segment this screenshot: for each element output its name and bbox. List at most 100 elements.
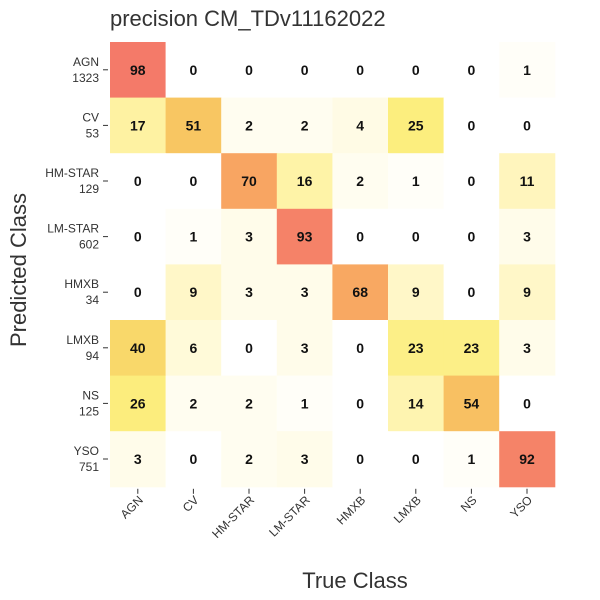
- heatmap-cell: [221, 264, 278, 321]
- cell-value-label: 11: [520, 173, 535, 189]
- heatmap-cell: [221, 97, 278, 154]
- cell-value-label: 3: [301, 284, 309, 300]
- cell-value-label: 3: [245, 284, 253, 300]
- cell-value-label: 0: [468, 173, 476, 189]
- cell-value-label: 0: [468, 284, 476, 300]
- cell-value-label: 14: [408, 395, 424, 411]
- heatmap-cell: [388, 153, 445, 210]
- cell-value-label: 0: [468, 229, 476, 245]
- y-tick-label: LM-STAR: [47, 222, 99, 236]
- y-tick-count: 1323: [72, 71, 99, 85]
- heatmap-cell: [110, 375, 167, 432]
- cell-value-label: 1: [412, 173, 420, 189]
- cell-value-label: 6: [190, 340, 198, 356]
- x-tick-label: HMXB: [334, 493, 368, 527]
- cell-value-label: 1: [468, 451, 476, 467]
- cell-value-label: 51: [186, 117, 202, 133]
- heatmap-cell: [499, 208, 556, 265]
- heatmap-cell: [332, 153, 389, 210]
- heatmap-cell: [443, 375, 500, 432]
- cell-value-label: 1: [190, 229, 198, 245]
- cell-value-label: 0: [245, 340, 253, 356]
- cell-value-label: 0: [412, 62, 420, 78]
- cell-value-label: 2: [190, 395, 198, 411]
- heatmap-cell: [499, 153, 556, 210]
- heatmap-cell: [110, 264, 167, 321]
- heatmap-cell: [276, 431, 333, 488]
- heatmap-cell: [388, 208, 445, 265]
- y-tick-label: HM-STAR: [45, 166, 99, 180]
- heatmap-cell: [110, 153, 167, 210]
- cell-value-label: 25: [408, 117, 424, 133]
- cell-value-label: 17: [130, 117, 146, 133]
- chart-title: precision CM_TDv11162022: [110, 6, 386, 31]
- heatmap-cell: [165, 208, 222, 265]
- heatmap-cell: [165, 264, 222, 321]
- cell-value-label: 92: [519, 451, 535, 467]
- cell-value-label: 2: [245, 451, 253, 467]
- heatmap-cell: [499, 42, 556, 99]
- heatmap-cell: [499, 431, 556, 488]
- heatmap-cell: [276, 97, 333, 154]
- x-tick-label: CV: [180, 493, 202, 515]
- heatmap-cell: [332, 264, 389, 321]
- cell-value-label: 0: [190, 173, 198, 189]
- heatmap-cell: [276, 375, 333, 432]
- cell-value-label: 0: [523, 395, 531, 411]
- heatmap-cell: [443, 42, 500, 99]
- cell-value-label: 40: [130, 340, 146, 356]
- heatmap-cell: [332, 375, 389, 432]
- cell-value-label: 3: [301, 340, 309, 356]
- heatmap-cell: [332, 431, 389, 488]
- y-tick-count: 129: [79, 182, 99, 196]
- cell-value-label: 0: [356, 395, 364, 411]
- heatmap-cell: [165, 375, 222, 432]
- heatmap-cell: [276, 320, 333, 377]
- cell-value-label: 0: [523, 117, 531, 133]
- y-tick-count: 125: [79, 404, 99, 418]
- cell-value-label: 1: [523, 62, 531, 78]
- cell-value-label: 3: [245, 229, 253, 245]
- cell-value-label: 0: [468, 117, 476, 133]
- y-tick-label: AGN: [73, 55, 99, 69]
- heatmap-cell: [443, 97, 500, 154]
- cell-value-label: 3: [301, 451, 309, 467]
- heatmap-cell: [110, 42, 167, 99]
- heatmap-cell: [443, 208, 500, 265]
- heatmap-cell: [165, 97, 222, 154]
- heatmap-cell: [110, 320, 167, 377]
- cell-value-label: 0: [301, 62, 309, 78]
- x-tick-label: LM-STAR: [266, 493, 313, 540]
- cell-value-label: 0: [356, 340, 364, 356]
- y-tick-count: 602: [79, 238, 99, 252]
- heatmap-cell: [499, 320, 556, 377]
- cell-value-label: 16: [297, 173, 313, 189]
- heatmap-cell: [165, 153, 222, 210]
- heatmap-cell: [388, 375, 445, 432]
- cell-value-label: 0: [412, 229, 420, 245]
- heatmap-cell: [276, 153, 333, 210]
- heatmap-cell: [499, 97, 556, 154]
- cell-value-label: 54: [464, 395, 480, 411]
- y-tick-count: 53: [86, 126, 100, 140]
- cell-value-label: 2: [245, 117, 253, 133]
- cell-value-label: 2: [301, 117, 309, 133]
- cell-value-label: 23: [408, 340, 424, 356]
- y-tick-label: HMXB: [64, 277, 99, 291]
- cell-value-label: 2: [245, 395, 253, 411]
- heatmap-cell: [221, 153, 278, 210]
- heatmap-cell: [388, 42, 445, 99]
- cell-value-label: 0: [356, 62, 364, 78]
- heatmap-cell: [443, 320, 500, 377]
- cell-value-label: 70: [241, 173, 257, 189]
- cell-value-label: 0: [412, 451, 420, 467]
- y-tick-label: YSO: [74, 444, 99, 458]
- heatmap-cell: [388, 264, 445, 321]
- heatmap-cell: [221, 431, 278, 488]
- x-tick-label: NS: [458, 493, 480, 515]
- heatmap-cell: [165, 320, 222, 377]
- x-tick-label: YSO: [507, 493, 535, 521]
- x-tick-label: LMXB: [391, 493, 424, 526]
- heatmap-cell: [165, 42, 222, 99]
